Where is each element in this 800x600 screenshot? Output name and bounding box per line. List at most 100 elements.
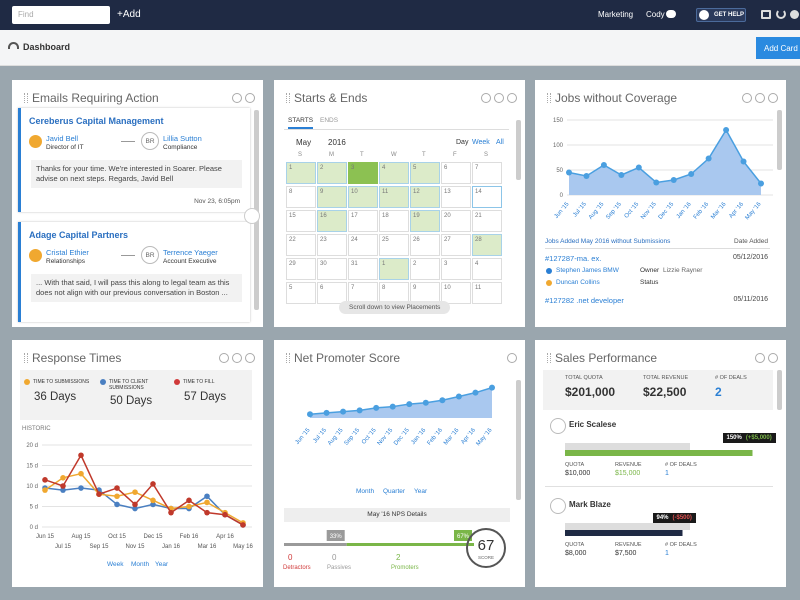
day-cell[interactable]: 28 [472, 234, 502, 256]
view-option[interactable]: Day [456, 139, 469, 146]
card-icon[interactable] [507, 93, 517, 103]
add-button[interactable]: +Add [117, 9, 141, 20]
day-cell[interactable]: 12 [410, 186, 440, 208]
user-menu[interactable]: Cody [646, 10, 665, 19]
drag-handle[interactable] [547, 93, 551, 103]
card-icon[interactable] [755, 353, 765, 363]
workspace-menu[interactable]: Marketing [598, 10, 634, 19]
day-cell[interactable]: 5 [410, 162, 440, 184]
scrollbar[interactable] [516, 120, 521, 180]
card-icon[interactable] [768, 353, 778, 363]
day-cell[interactable]: 19 [410, 210, 440, 232]
print-icon[interactable] [761, 10, 771, 19]
day-cell[interactable]: 20 [441, 210, 471, 232]
rep-name[interactable]: Mark Blaze [569, 500, 611, 509]
card-icon[interactable] [507, 353, 517, 363]
period-option[interactable]: Month [356, 488, 375, 495]
day-cell[interactable]: 10 [348, 186, 378, 208]
day-cell[interactable]: 21 [472, 210, 502, 232]
card-icon[interactable] [245, 353, 255, 363]
view-option[interactable]: All [496, 139, 504, 146]
day-cell[interactable]: 8 [286, 186, 316, 208]
day-cell[interactable]: 1 [286, 162, 316, 184]
day-cell[interactable]: 31 [348, 258, 378, 280]
point [653, 179, 660, 186]
point [42, 477, 48, 483]
day-cell[interactable]: 10 [441, 282, 471, 304]
day-cell[interactable]: 1 [379, 258, 409, 280]
period-option[interactable]: Week [107, 561, 124, 568]
search-box[interactable]: Find [12, 6, 110, 24]
card-icon[interactable] [755, 93, 765, 103]
period-option[interactable]: Year [414, 488, 428, 495]
scrollbar[interactable] [777, 370, 782, 410]
day-cell[interactable]: 16 [317, 210, 347, 232]
day-cell[interactable]: 3 [348, 162, 378, 184]
day-cell[interactable]: 23 [317, 234, 347, 256]
chat-icon[interactable] [666, 10, 676, 18]
contact[interactable]: Duncan Collins [556, 279, 600, 286]
day-cell[interactable]: 2 [410, 258, 440, 280]
day-cell[interactable]: 2 [317, 162, 347, 184]
day-cell[interactable]: 17 [348, 210, 378, 232]
day-cell[interactable]: 29 [286, 258, 316, 280]
day-cell[interactable]: 27 [441, 234, 471, 256]
email-item[interactable]: Adage Capital Partners Cristal Ethier Rela… [18, 222, 250, 322]
view-option[interactable]: Week [472, 139, 490, 146]
day-cell[interactable]: 11 [472, 282, 502, 304]
day-cell[interactable]: 25 [379, 234, 409, 256]
day-cell[interactable]: 15 [286, 210, 316, 232]
day-cell[interactable]: 18 [379, 210, 409, 232]
tab[interactable]: ENDS [320, 117, 339, 124]
day-cell[interactable]: 4 [379, 162, 409, 184]
job-title[interactable]: #127282 .net developer [545, 296, 624, 305]
day-cell[interactable]: 3 [441, 258, 471, 280]
close-icon[interactable] [790, 10, 799, 19]
drag-handle[interactable] [24, 93, 28, 103]
add-card-button[interactable]: Add Card [756, 37, 800, 59]
card-icon[interactable] [245, 93, 255, 103]
day-cell[interactable]: 26 [410, 234, 440, 256]
card-title: Jobs without Coverage [555, 91, 678, 105]
period-option[interactable]: Quarter [383, 488, 406, 495]
period-option[interactable]: Month [131, 561, 150, 568]
day-cell[interactable]: 9 [317, 186, 347, 208]
card-icon[interactable] [481, 93, 491, 103]
card-icon[interactable] [232, 353, 242, 363]
month[interactable]: May [296, 138, 312, 147]
point [723, 127, 730, 133]
day-cell[interactable]: 22 [286, 234, 316, 256]
day-cell[interactable]: 6 [441, 162, 471, 184]
card-icon[interactable] [494, 93, 504, 103]
email-item[interactable]: Cereberus Capital Management Javid Bell Di… [18, 108, 250, 212]
year[interactable]: 2016 [328, 138, 346, 147]
scrollbar[interactable] [516, 380, 521, 500]
drag-handle[interactable] [24, 353, 28, 363]
day-cell[interactable]: 5 [286, 282, 316, 304]
tab[interactable]: STARTS [288, 117, 314, 129]
card-icon[interactable] [768, 93, 778, 103]
job-title[interactable]: #127287-ma. ex. [545, 254, 602, 263]
period-option[interactable]: Year [155, 561, 169, 568]
day-cell[interactable]: 24 [348, 234, 378, 256]
day-cell[interactable]: 14 [472, 186, 502, 208]
day-cell[interactable]: 30 [317, 258, 347, 280]
drag-handle[interactable] [286, 93, 290, 103]
drag-handle[interactable] [286, 353, 290, 363]
next-button[interactable] [244, 208, 260, 224]
day-cell[interactable]: 11 [379, 186, 409, 208]
day-cell[interactable]: 7 [472, 162, 502, 184]
drag-handle[interactable] [547, 353, 551, 363]
refresh-icon[interactable] [776, 9, 786, 19]
scroll-hint[interactable]: Scroll down to view Placements [339, 301, 451, 314]
help-button[interactable]: GET HELP [696, 8, 746, 22]
day-cell[interactable]: 6 [317, 282, 347, 304]
card-icon[interactable] [232, 93, 242, 103]
scrollbar[interactable] [777, 110, 782, 170]
card-icon[interactable] [742, 93, 752, 103]
company[interactable]: Stephen James BMW [556, 267, 619, 274]
day-cell[interactable]: 13 [441, 186, 471, 208]
card-icon[interactable] [219, 353, 229, 363]
rep-name[interactable]: Eric Scalese [569, 420, 617, 429]
day-cell[interactable]: 4 [472, 258, 502, 280]
